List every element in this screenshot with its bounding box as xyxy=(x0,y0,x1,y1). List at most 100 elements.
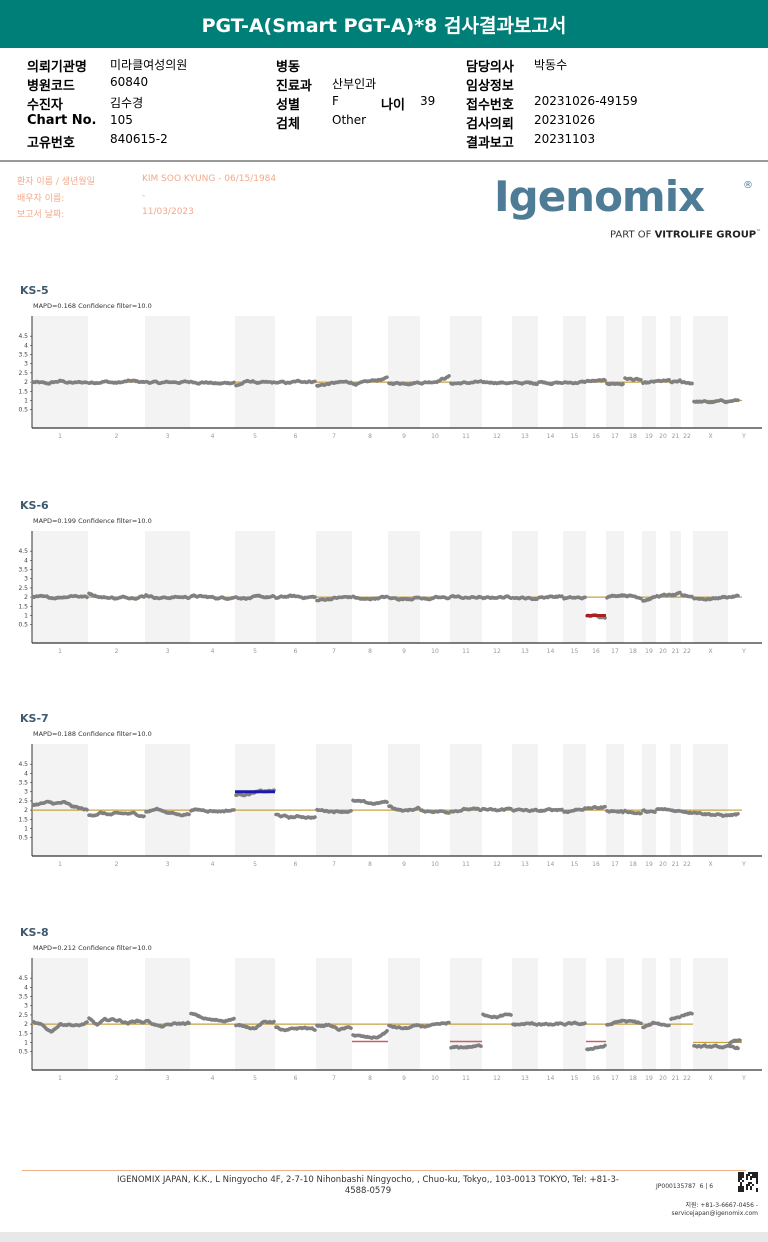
x-tick-label: 4 xyxy=(211,1075,215,1082)
x-tick-label: 12 xyxy=(493,861,501,868)
chr-band-17 xyxy=(606,744,624,856)
chr-band-17 xyxy=(606,316,624,428)
x-tick-label: 7 xyxy=(332,1075,336,1082)
x-tick-label: 9 xyxy=(402,861,406,868)
qr-code-icon xyxy=(738,1172,758,1192)
x-tick-label: Y xyxy=(741,1075,746,1082)
report-date-value: 11/03/2023 xyxy=(142,207,194,217)
cn-profile-chr-9 xyxy=(387,595,421,602)
y-tick-label: 3 xyxy=(24,789,28,796)
cn-profile-chr-22 xyxy=(680,593,694,599)
chr-band-13 xyxy=(512,744,538,856)
info-value: 미라클여성의원 xyxy=(110,58,188,72)
y-tick-label: 2 xyxy=(24,594,28,601)
cn-profile-chr-8 xyxy=(351,594,389,602)
cn-profile-chr-6 xyxy=(274,378,317,386)
info-label: 검사의뢰 xyxy=(466,117,514,132)
x-tick-label: 11 xyxy=(462,861,470,868)
cn-profile-chr-16 xyxy=(585,804,607,811)
x-tick-label: 2 xyxy=(115,861,119,868)
y-tick-label: 4.5 xyxy=(18,333,28,340)
cn-profile-chr-12 xyxy=(481,594,513,601)
chr-band-9 xyxy=(388,744,420,856)
x-tick-label: 14 xyxy=(547,1075,555,1082)
cn-profile-chr-X xyxy=(692,810,740,818)
x-tick-label: 17 xyxy=(611,1075,619,1082)
info-label: 고유번호 xyxy=(27,136,75,151)
x-tick-label: 19 xyxy=(645,433,653,440)
y-tick-label: 2.5 xyxy=(18,798,28,805)
chr-band-21 xyxy=(670,744,681,856)
chr-band-13 xyxy=(512,958,538,1070)
x-tick-label: Y xyxy=(741,433,746,440)
chr-band-19 xyxy=(642,316,656,428)
x-tick-label: 20 xyxy=(659,648,667,655)
registered-mark: ® xyxy=(743,180,753,191)
x-tick-label: 7 xyxy=(332,861,336,868)
x-tick-label: 15 xyxy=(571,648,579,655)
chr-band-3 xyxy=(145,316,190,428)
chr-band-1 xyxy=(32,531,88,643)
cn-profile-chr-22 xyxy=(680,380,694,386)
cn-profile-chr-10 xyxy=(419,374,451,386)
support-phone: 지원: +81-3-6667-0456 - xyxy=(685,1202,758,1209)
chr-band-19 xyxy=(642,744,656,856)
igenomix-logo: Igenomix xyxy=(494,172,705,221)
cn-profile-chr-X xyxy=(692,1043,740,1051)
cn-profile-chr-2 xyxy=(87,810,146,819)
chr-band-21 xyxy=(670,316,681,428)
chr-band-15 xyxy=(563,744,586,856)
cn-profile-chr-22 xyxy=(680,1011,694,1018)
x-tick-label: 6 xyxy=(294,648,298,655)
cnv-plot: 0.511.522.533.544.51 2 3 4 5 6 7 8 9 10 11 12 13 14 15… xyxy=(18,531,762,655)
cn-profile-chr-4 xyxy=(189,807,236,814)
cn-profile-chr-18 xyxy=(623,808,643,816)
chr-band-7 xyxy=(316,531,352,643)
y-tick-label: 3 xyxy=(24,576,28,583)
x-tick-label: 8 xyxy=(368,861,372,868)
cn-profile-chr-12 xyxy=(481,1012,513,1020)
cn-profile-chr-11 xyxy=(449,379,483,386)
x-tick-label: 1 xyxy=(58,1075,62,1082)
info-label: 결과보고 xyxy=(466,136,514,151)
x-tick-label: 14 xyxy=(547,433,555,440)
group-text: VITROLIFE GROUP xyxy=(654,229,757,241)
cn-profile-chr-11 xyxy=(449,594,483,600)
cn-profile-chr-14 xyxy=(537,1021,564,1027)
x-tick-label: 8 xyxy=(368,433,372,440)
y-tick-label: 4 xyxy=(24,557,28,564)
x-tick-label: 16 xyxy=(592,648,600,655)
cn-profile-chr-19 xyxy=(641,808,657,814)
cn-profile-chr-21 xyxy=(669,590,682,598)
chart-title: KS-6 xyxy=(20,499,49,512)
document-id: JP000135787 6 | 6 xyxy=(656,1183,713,1191)
x-tick-label: 18 xyxy=(629,861,637,868)
chr-band-9 xyxy=(388,531,420,643)
chr-band-15 xyxy=(563,531,586,643)
x-tick-label: 20 xyxy=(659,861,667,868)
x-tick-label: 1 xyxy=(58,433,62,440)
cn-profile-chr-4 xyxy=(189,1011,236,1024)
cn-profile-chr-14 xyxy=(537,379,564,387)
cn-profile-chr-X xyxy=(692,593,740,602)
x-tick-label: 18 xyxy=(629,433,637,440)
y-tick-label: 3 xyxy=(24,361,28,368)
chr-band-15 xyxy=(563,316,586,428)
cn-profile-chr-17 xyxy=(605,1018,625,1027)
cn-profile-chr-10 xyxy=(419,808,451,815)
chart-subtitle: MAPD=0.168 Confidence filter=10.0 xyxy=(33,302,152,310)
cnv-plot: 0.511.522.533.544.51 2 3 4 5 6 7 8 9 10 11 12 13 14 15… xyxy=(18,744,762,868)
cn-profile-chr-6 xyxy=(274,812,317,820)
info-label: 진료과 xyxy=(276,79,312,94)
x-tick-label: 8 xyxy=(368,648,372,655)
x-tick-label: 12 xyxy=(493,433,501,440)
cn-profile-chr-13 xyxy=(511,1021,539,1027)
y-tick-label: 2 xyxy=(24,1021,28,1028)
footer-address: IGENOMIX JAPAN, K.K., L Ningyocho 4F, 2-… xyxy=(98,1175,638,1197)
x-tick-label: 19 xyxy=(645,1075,653,1082)
y-tick-label: 1.5 xyxy=(18,816,28,823)
x-tick-label: 22 xyxy=(683,861,691,868)
cn-profile-chr-5 xyxy=(234,378,276,388)
partner-name-label: 배우자 이름: xyxy=(17,194,65,204)
y-tick-label: 4 xyxy=(24,342,28,349)
